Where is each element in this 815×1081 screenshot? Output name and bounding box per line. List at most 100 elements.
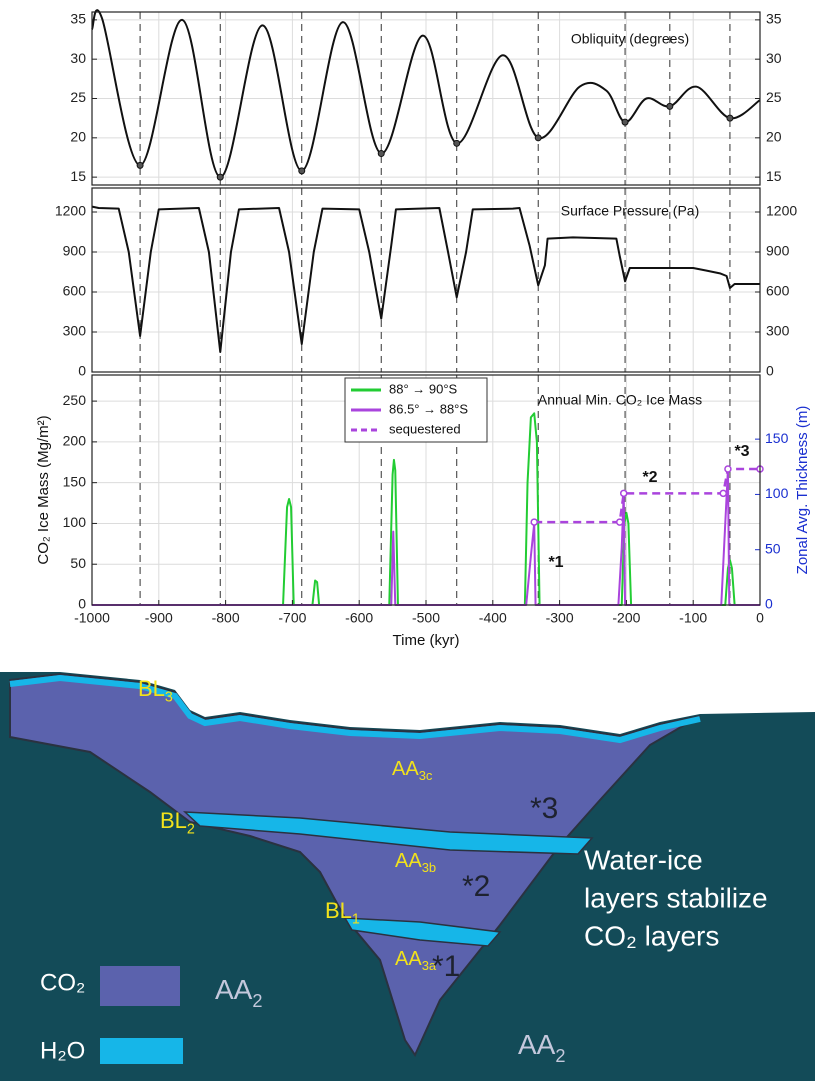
x-axis-label: Time (kyr)	[393, 632, 460, 649]
legend-co2-swatch	[100, 966, 180, 1006]
y2-tick-label: 0	[766, 363, 774, 379]
x-tick-label: 0	[756, 610, 764, 626]
legend-label: 88° → 90°S	[389, 381, 458, 396]
layer-label: AA3c	[392, 758, 433, 783]
series-point	[719, 489, 728, 498]
layer-label-main: BL	[325, 898, 352, 923]
minimum-marker	[666, 102, 674, 110]
y-tick-label: 0	[78, 596, 86, 612]
y-tick-label: 50	[70, 555, 86, 571]
y2-tick-label: 15	[766, 168, 782, 184]
layer-label-sub: 3	[165, 689, 173, 705]
layer-label-main: AA	[395, 948, 422, 970]
y2-tick-label: 50	[765, 540, 781, 556]
layer-label-sub: 2	[555, 1046, 565, 1066]
charts: 15 15 20 20 25 25 30 30 35 35 Obliquity (degrees) 0…	[35, 9, 811, 649]
y-tick-label: 1200	[55, 203, 86, 219]
layer-label: AA3b	[395, 850, 436, 875]
layer-label: BL2	[160, 808, 195, 838]
bl3-layer	[9, 674, 701, 744]
panel-title: Surface Pressure (Pa)	[561, 203, 700, 219]
minimum-marker	[377, 150, 385, 158]
layer-label-sub: 2	[252, 991, 262, 1011]
x-tick-label: -300	[546, 610, 574, 626]
series-point	[530, 518, 538, 526]
annotation: *2	[642, 469, 657, 486]
y-tick-label: 35	[70, 11, 86, 27]
y2-tick-label: 150	[765, 430, 789, 446]
plot-frame	[91, 187, 761, 373]
y2-tick-label: 35	[766, 11, 782, 27]
y2-tick-label: 0	[765, 596, 773, 612]
diagram: BL3AA3cBL2AA3bBL1AA3aAA2AA2*3*2*1Water-i…	[0, 660, 815, 1081]
x-tick-label: -700	[278, 610, 306, 626]
y-tick-label: 150	[63, 473, 87, 489]
layer-label: BL1	[325, 898, 360, 928]
y-tick-label: 0	[78, 363, 86, 379]
note-line: layers stabilize	[584, 882, 768, 913]
layer-label-main: AA	[215, 974, 253, 1005]
x-tick-label: -400	[479, 610, 507, 626]
minimum-marker	[534, 134, 542, 142]
y-tick-label: 200	[63, 433, 87, 449]
series-line	[91, 205, 760, 353]
layer-label-sub: 1	[352, 911, 360, 927]
y-tick-label: 25	[70, 89, 86, 105]
minimum-marker	[453, 139, 461, 147]
legend-label: sequestered	[389, 421, 461, 436]
layer-label-main: AA	[395, 850, 422, 872]
y-tick-label: 20	[70, 129, 86, 145]
layer-label: AA2	[215, 974, 262, 1010]
legend-label: CO₂	[40, 969, 85, 996]
y-tick-label: 100	[63, 514, 87, 530]
minimum-marker	[726, 114, 734, 122]
y-tick-label: 300	[63, 323, 87, 339]
layer-label: BL3	[138, 676, 173, 706]
note-line: Water-ice	[584, 844, 703, 875]
layer-label-main: AA	[392, 758, 419, 780]
layer-label-sub: 3b	[422, 860, 436, 875]
layer-label: AA3a	[395, 948, 437, 973]
series-point	[724, 465, 732, 473]
layer-label-main: BL	[160, 808, 187, 833]
annotation: *3	[734, 443, 749, 460]
layer-label-main: AA	[518, 1029, 556, 1060]
series-point	[615, 518, 624, 526]
legend-label: 86.5° → 88°S	[389, 401, 468, 416]
y2-tick-label: 25	[766, 89, 782, 105]
y-tick-label: 15	[70, 168, 86, 184]
plot-frame	[91, 11, 761, 186]
x-tick-label: -800	[212, 610, 240, 626]
y2-tick-label: 600	[766, 283, 790, 299]
panel-title: Annual Min. CO₂ Ice Mass	[538, 392, 702, 408]
sky	[0, 660, 815, 734]
minimum-marker	[216, 173, 224, 181]
x-tick-label: -600	[345, 610, 373, 626]
bl1-layer	[343, 917, 502, 947]
x-tick-label: -900	[145, 610, 173, 626]
legend-h2o-swatch	[100, 1038, 183, 1064]
y2-tick-label: 20	[766, 129, 782, 145]
minimum-marker	[621, 118, 629, 126]
layer-star: *3	[530, 792, 558, 825]
annotation: *1	[548, 554, 563, 571]
series-point	[619, 489, 628, 498]
y-tick-label: 900	[63, 243, 87, 259]
minimum-marker	[136, 161, 144, 169]
x-tick-label: -100	[679, 610, 707, 626]
series-line	[91, 9, 761, 179]
layer-label-main: BL	[138, 676, 165, 701]
x-tick-label: -1000	[74, 610, 110, 626]
y2-tick-label: 100	[765, 485, 789, 501]
y-tick-label: 250	[63, 392, 87, 408]
y2-tick-label: 900	[766, 243, 790, 259]
y-tick-label: 30	[70, 50, 86, 66]
layer-label-sub: 3a	[422, 958, 437, 973]
note-line: CO₂ layers	[584, 920, 719, 951]
y-tick-label: 600	[63, 283, 87, 299]
co2-deposit	[9, 672, 701, 1058]
layer-label-sub: 3c	[419, 768, 433, 783]
layer-label-sub: 2	[187, 821, 195, 837]
minimum-marker	[298, 167, 306, 175]
